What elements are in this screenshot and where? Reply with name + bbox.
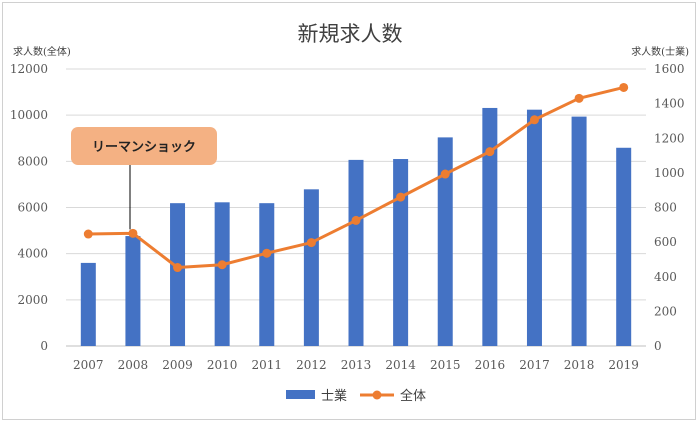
- y-right-tick-label: 1000: [654, 166, 685, 180]
- x-tick-label: 2015: [430, 358, 461, 372]
- line-point-zentai: [173, 263, 183, 273]
- bar-shigyo: [303, 189, 319, 346]
- line-point-zentai: [128, 228, 138, 238]
- callout-label: リーマンショック: [92, 140, 196, 155]
- x-tick-label: 2007: [73, 358, 104, 372]
- line-point-zentai: [485, 147, 495, 157]
- x-tick-label: 2012: [296, 358, 327, 372]
- legend-label-line: 全体: [400, 388, 426, 404]
- bar-shigyo: [571, 116, 587, 346]
- bar-shigyo: [348, 159, 364, 346]
- x-tick-label: 2013: [341, 358, 372, 372]
- x-tick-label: 2019: [608, 358, 639, 372]
- line-point-zentai: [351, 215, 361, 225]
- bar-shigyo: [214, 202, 230, 346]
- line-point-zentai: [306, 238, 316, 248]
- legend-swatch-marker: [372, 390, 382, 400]
- line-point-zentai: [440, 169, 450, 179]
- bar-shigyo: [259, 203, 275, 346]
- y-left-tick-label: 4000: [17, 247, 48, 261]
- y-right-tick-label: 400: [654, 270, 677, 284]
- x-tick-label: 2017: [519, 358, 550, 372]
- bar-shigyo: [482, 107, 498, 346]
- y-left-tick-label: 2000: [17, 293, 48, 307]
- x-tick-label: 2009: [162, 358, 193, 372]
- bar-shigyo: [526, 109, 542, 346]
- chart-frame: 新規求人数 求人数(全体) 求人数(士業) 0 2000 4000 6000 8000 1000…: [2, 2, 696, 420]
- y-right-tick-label: 1600: [654, 62, 685, 76]
- legend-swatch-bar: [286, 390, 315, 399]
- bar-shigyo: [616, 147, 632, 346]
- line-point-zentai: [529, 115, 539, 125]
- line-point-zentai: [217, 260, 227, 270]
- y-right-tick-label: 1200: [654, 131, 685, 145]
- y-left-tick-label: 6000: [17, 201, 48, 215]
- x-tick-label: 2016: [475, 358, 506, 372]
- y-right-tick-label: 0: [654, 339, 662, 353]
- y-left-tick-label: 8000: [17, 154, 48, 168]
- y-right-axis-title: 求人数(士業): [631, 45, 689, 58]
- y-right-tick-label: 200: [654, 304, 677, 318]
- y-left-axis-title: 求人数(全体): [13, 45, 71, 58]
- line-point-zentai: [396, 192, 406, 202]
- y-right-tick-label: 600: [654, 235, 677, 249]
- line-point-zentai: [619, 82, 629, 92]
- y-left-tick-label: 10000: [10, 108, 48, 122]
- legend-label-bar: 士業: [321, 388, 347, 404]
- x-tick-label: 2018: [564, 358, 595, 372]
- bar-shigyo: [80, 262, 96, 346]
- bar-shigyo: [125, 236, 141, 346]
- x-tick-label: 2014: [385, 358, 416, 372]
- y-left-tick-label: 12000: [10, 62, 48, 76]
- line-point-zentai: [574, 93, 584, 103]
- y-right-tick-label: 800: [654, 201, 677, 215]
- x-tick-label: 2011: [251, 358, 282, 372]
- bar-shigyo: [437, 137, 453, 346]
- bar-shigyo: [393, 159, 409, 346]
- bar-shigyo: [170, 203, 186, 346]
- chart-title: 新規求人数: [298, 22, 403, 46]
- line-point-zentai: [262, 248, 272, 258]
- line-point-zentai: [83, 229, 93, 239]
- y-right-tick-label: 1400: [654, 97, 685, 111]
- x-tick-label: 2010: [207, 358, 238, 372]
- x-tick-label: 2008: [118, 358, 149, 372]
- callout-box: [71, 127, 217, 165]
- y-left-tick-label: 0: [40, 339, 48, 353]
